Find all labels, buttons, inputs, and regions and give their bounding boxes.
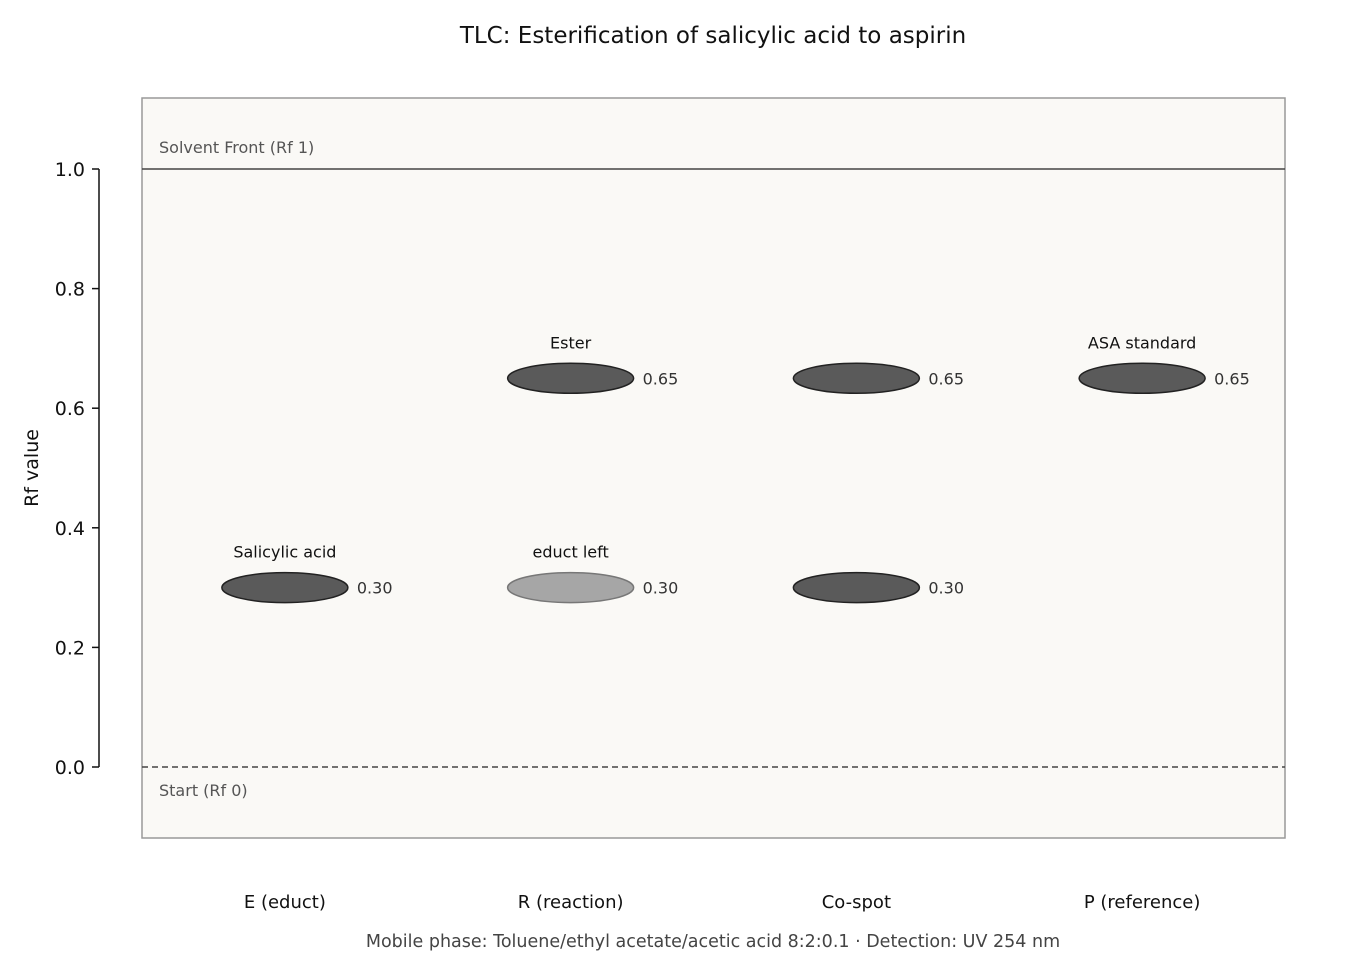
y-tick-label: 0.6 bbox=[55, 398, 85, 420]
tlc-spot bbox=[506, 362, 635, 395]
y-axis-label: Rf value bbox=[21, 429, 43, 507]
chart-title: TLC: Esterification of salicylic acid to… bbox=[459, 23, 966, 49]
tlc-plate bbox=[141, 97, 1286, 839]
lane-label: R (reaction) bbox=[518, 892, 624, 913]
solvent-front-label: Solvent Front (Rf 1) bbox=[159, 138, 314, 157]
spot-rf-label: 0.30 bbox=[643, 579, 679, 598]
lane-label: P (reference) bbox=[1084, 892, 1201, 913]
y-tick-label: 0.4 bbox=[55, 518, 85, 540]
lane-label: E (educt) bbox=[244, 892, 326, 913]
spot-rf-label: 0.65 bbox=[643, 369, 679, 388]
y-tick-label: 1.0 bbox=[55, 159, 85, 181]
tlc-spot bbox=[1078, 362, 1206, 395]
y-axis-ticks: 0.0 0.2 0.4 0.6 0.8 1.0 bbox=[55, 159, 99, 779]
spot-name-label: Ester bbox=[550, 333, 592, 352]
spot-name-label: ASA standard bbox=[1088, 333, 1196, 352]
start-label: Start (Rf 0) bbox=[159, 781, 248, 800]
footnote: Mobile phase: Toluene/ethyl acetate/acet… bbox=[366, 932, 1060, 952]
spot-name-label: Salicylic acid bbox=[233, 543, 336, 562]
spot-rf-label: 0.65 bbox=[1214, 369, 1250, 388]
spot-rf-label: 0.65 bbox=[928, 369, 964, 388]
spots: 0.30 Salicylic acid 0.65 Ester 0.30 educt lef… bbox=[221, 333, 1250, 604]
tlc-spot bbox=[506, 571, 635, 604]
y-tick-label: 0.8 bbox=[55, 279, 85, 301]
lane-label: Co-spot bbox=[822, 892, 891, 913]
lane-labels: E (educt) R (reaction) Co-spot P (reference… bbox=[244, 892, 1201, 913]
tlc-spot bbox=[221, 571, 349, 604]
spot-rf-label: 0.30 bbox=[928, 579, 964, 598]
tlc-spot bbox=[792, 362, 921, 395]
y-tick-label: 0.2 bbox=[55, 637, 85, 659]
spot-name-label: educt left bbox=[533, 543, 609, 562]
y-tick-label: 0.0 bbox=[55, 757, 85, 779]
tlc-spot bbox=[792, 571, 921, 604]
spot-rf-label: 0.30 bbox=[357, 579, 393, 598]
